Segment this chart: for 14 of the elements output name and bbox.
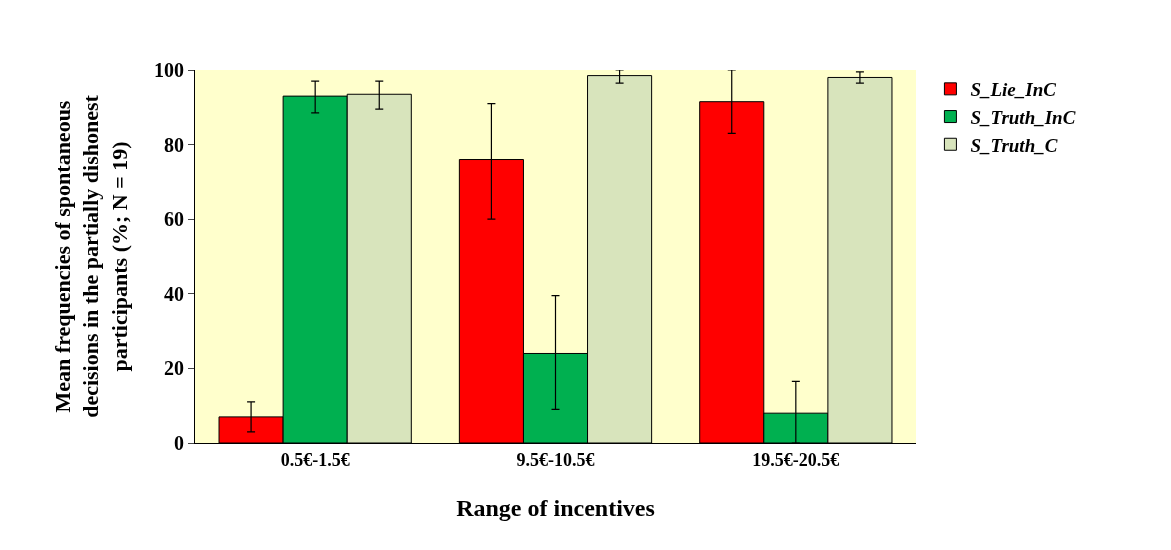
y-tick-label: 0	[174, 432, 184, 454]
y-tick-label: 100	[154, 59, 184, 81]
x-tick-label: 9.5€-10.5€	[516, 449, 595, 470]
x-tick-label: 19.5€-20.5€	[752, 449, 840, 470]
legend-label: S_Truth_InC	[970, 106, 1076, 128]
x-tick-label: 0.5€-1.5€	[280, 449, 350, 470]
legend-label: S_Truth_C	[970, 134, 1058, 156]
y-tick-label: 40	[164, 282, 184, 305]
y-tick-label: 20	[164, 357, 184, 380]
legend-label: S_Lie_InC	[970, 79, 1057, 101]
x-axis-title: Range of incentives	[456, 494, 655, 521]
y-axis-title: Mean frequencies of spontaneous decisions in the partially dishonest participants (%; N = 19)	[49, 94, 132, 418]
y-tick-label: 80	[164, 133, 184, 156]
y-tick-label: 60	[164, 208, 184, 231]
